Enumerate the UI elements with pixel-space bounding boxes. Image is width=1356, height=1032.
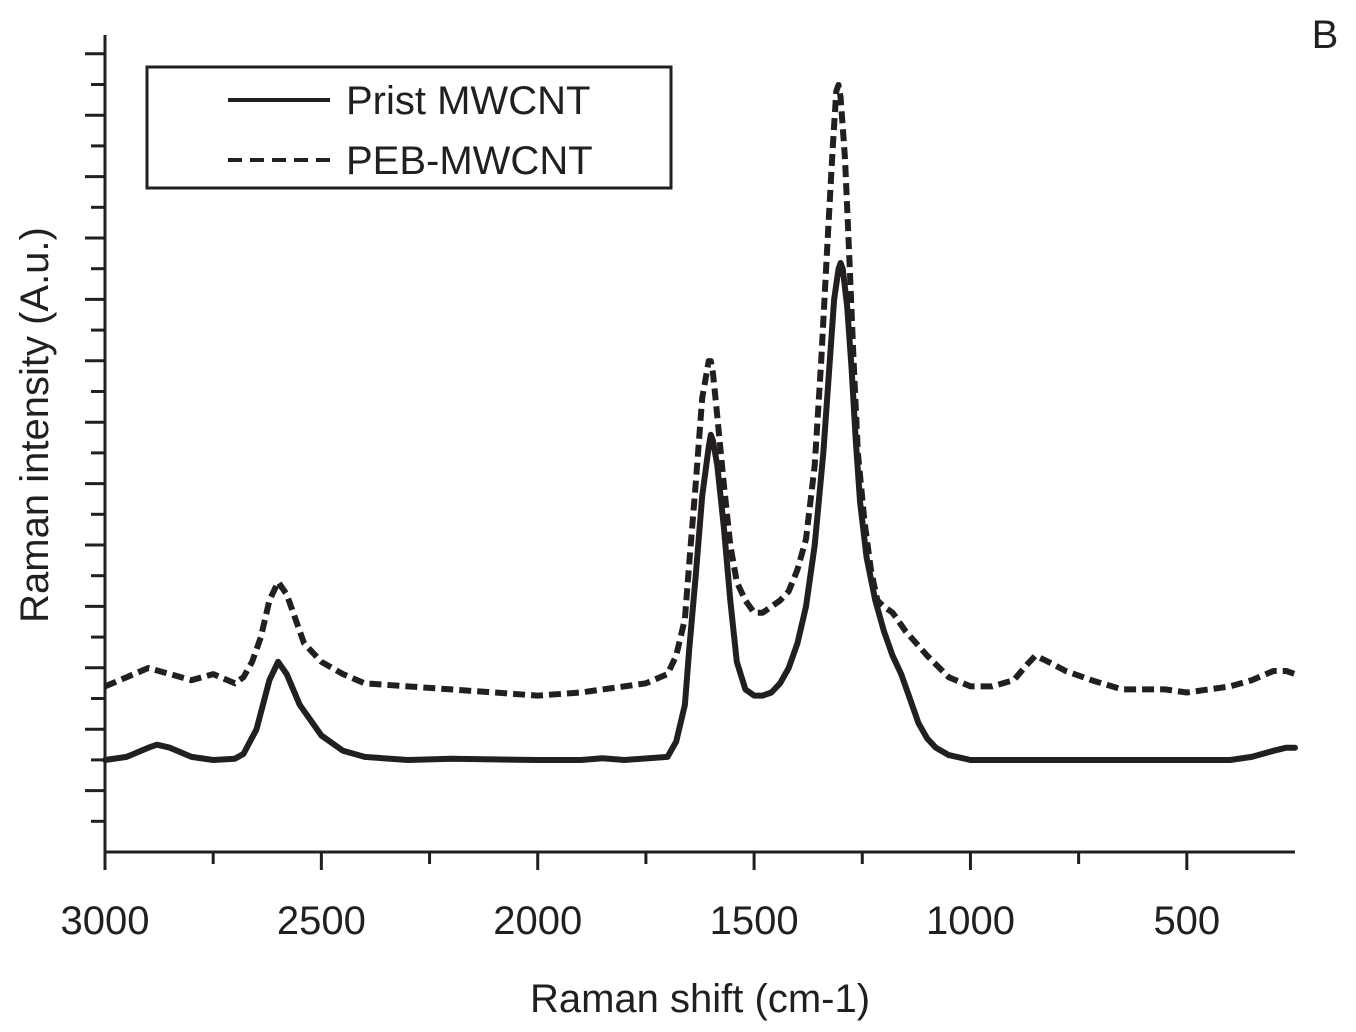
legend-box (145, 65, 673, 190)
x-axis-label: Raman shift (cm-1) (530, 977, 870, 1021)
legend-label: Prist MWCNT (346, 79, 590, 123)
y-axis-label: Raman intensity (A.u.) (13, 227, 57, 623)
x-tick-label: 2000 (493, 899, 582, 943)
series-layer (102, 82, 1298, 763)
series-line-peb-mwcnt (103, 82, 1297, 699)
x-tick-label: 500 (1153, 899, 1220, 943)
legend-label: PEB-MWCNT (346, 139, 593, 183)
x-tick-label: 1500 (710, 899, 799, 943)
panel-label: B (1312, 13, 1339, 57)
series-line-prist-mwcnt (102, 260, 1298, 763)
axes-layer: 3000 2500 2000 1500 1000 500 (61, 35, 1295, 943)
x-tick-label: 3000 (61, 899, 150, 943)
legend: Prist MWCNT PEB-MWCNT (145, 65, 673, 190)
x-tick-label: 2500 (277, 899, 366, 943)
x-tick-label: 1000 (926, 899, 1015, 943)
